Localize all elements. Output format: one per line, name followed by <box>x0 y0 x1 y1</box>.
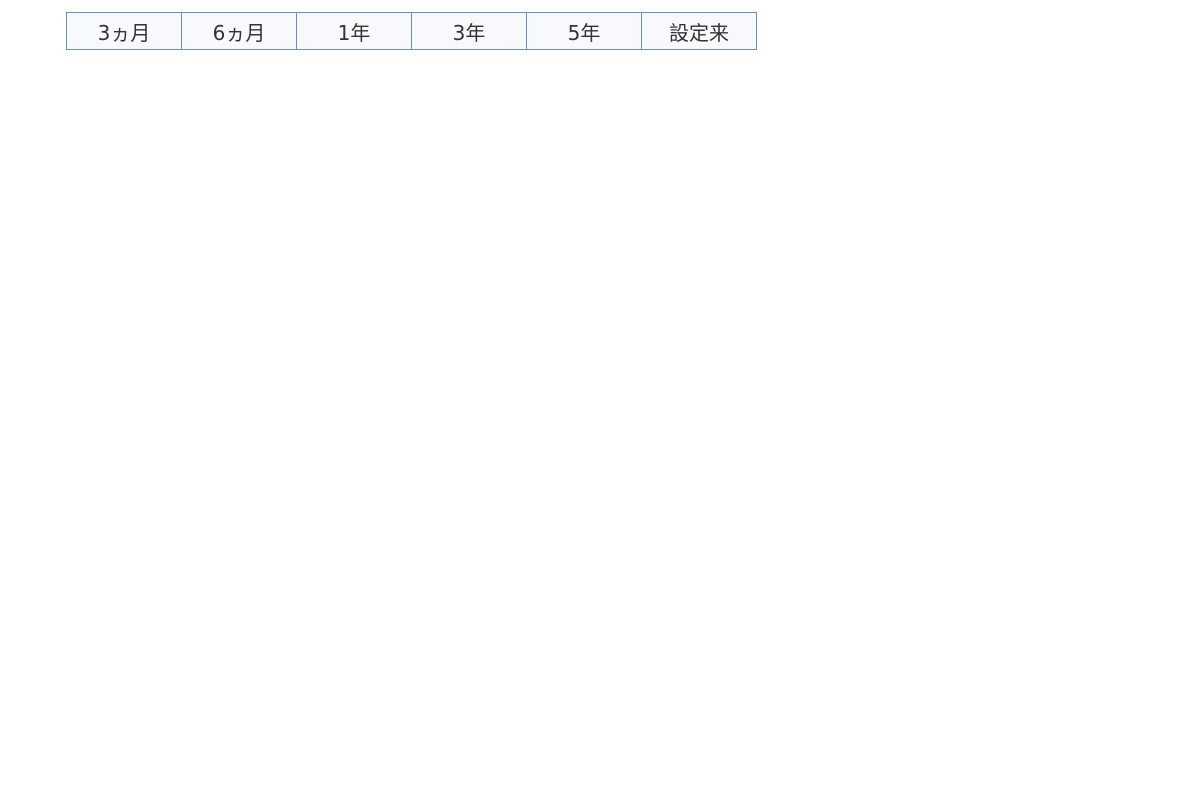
navigator-label: 2024/05 <box>542 705 617 726</box>
plot: +10% +20% +30% 2024/01 2024/03 2024/05 2024/07… <box>16 89 1172 621</box>
range-button[interactable]: 6ヵ月 <box>181 12 297 50</box>
arrow-icon <box>71 752 79 762</box>
line-series <box>53 160 1172 538</box>
scroll-track <box>52 734 1171 779</box>
navigator-mask-edge <box>55 644 254 735</box>
grip-icon <box>684 749 696 765</box>
y-tick-label: +10% <box>55 402 110 423</box>
navigator-history <box>99 706 254 736</box>
navigator-handle[interactable] <box>1117 671 1136 705</box>
scroll-left[interactable] <box>52 734 98 779</box>
x-tick-label: 2024/11 <box>945 599 1024 621</box>
navigator-label: 2024/09 <box>843 705 918 726</box>
navigator-series <box>257 648 1126 736</box>
y-axis-label: パフォーマンス <box>9 245 33 385</box>
navigator-mask-edge <box>1126 644 1172 735</box>
navigator-area <box>257 648 1126 736</box>
scrollbar <box>52 734 1171 779</box>
area-series <box>54 437 1171 598</box>
x-tick-label: 2024/03 <box>201 599 280 621</box>
x-tick-label: 2024/07 <box>573 599 652 621</box>
range-button[interactable]: 設定来 <box>641 12 757 50</box>
range-button[interactable]: 3年 <box>411 12 527 50</box>
scroll-right[interactable] <box>1126 734 1171 779</box>
range-button[interactable]: 3ヵ月 <box>66 12 182 50</box>
arrow-icon <box>1145 752 1153 762</box>
y-tick-label: +20% <box>55 290 110 311</box>
x-tick-label: 2024/05 <box>387 599 466 621</box>
navigator-handle[interactable] <box>244 671 263 705</box>
x-tick-label: 2024/01 <box>16 599 95 621</box>
range-button[interactable]: 5年 <box>526 12 642 50</box>
navigator-frame <box>55 644 1172 735</box>
y-tick-label: +30% <box>55 178 110 199</box>
range-button[interactable]: 1年 <box>296 12 412 50</box>
scroll-thumb[interactable] <box>254 735 1126 778</box>
navigator-label: 2024/01 <box>262 705 337 726</box>
range-buttons: 3ヵ月 6ヵ月 1年 3年 5年 設定来 <box>66 12 757 50</box>
x-tick-label: 2024/09 <box>759 599 838 621</box>
